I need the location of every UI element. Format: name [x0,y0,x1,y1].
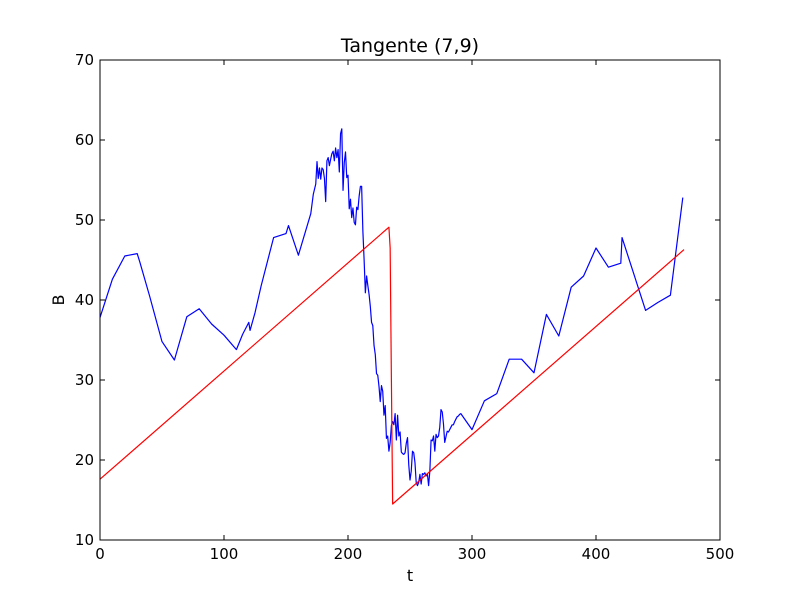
y-tick-label: 50 [75,211,94,229]
x-tick-label: 100 [210,545,239,563]
x-axis-label: t [407,566,413,585]
x-tick-label: 0 [95,545,105,563]
series-line-2 [99,226,685,505]
y-tick-label: 20 [75,451,94,469]
x-tick-label: 200 [334,545,363,563]
y-tick-label: 60 [75,131,94,149]
x-tick-label: 400 [582,545,611,563]
y-tick-label: 40 [75,291,94,309]
plot-frame [99,59,721,541]
y-tick-label: 30 [75,371,94,389]
x-tick-label: 300 [458,545,487,563]
y-axis-label: B [49,295,68,306]
x-tick-label: 500 [706,545,735,563]
chart-title: Tangente (7,9) [340,35,479,57]
series-layer [99,128,685,505]
y-tick-label: 10 [75,531,94,549]
series-line-1 [99,128,684,487]
y-tick-label: 70 [75,51,94,69]
